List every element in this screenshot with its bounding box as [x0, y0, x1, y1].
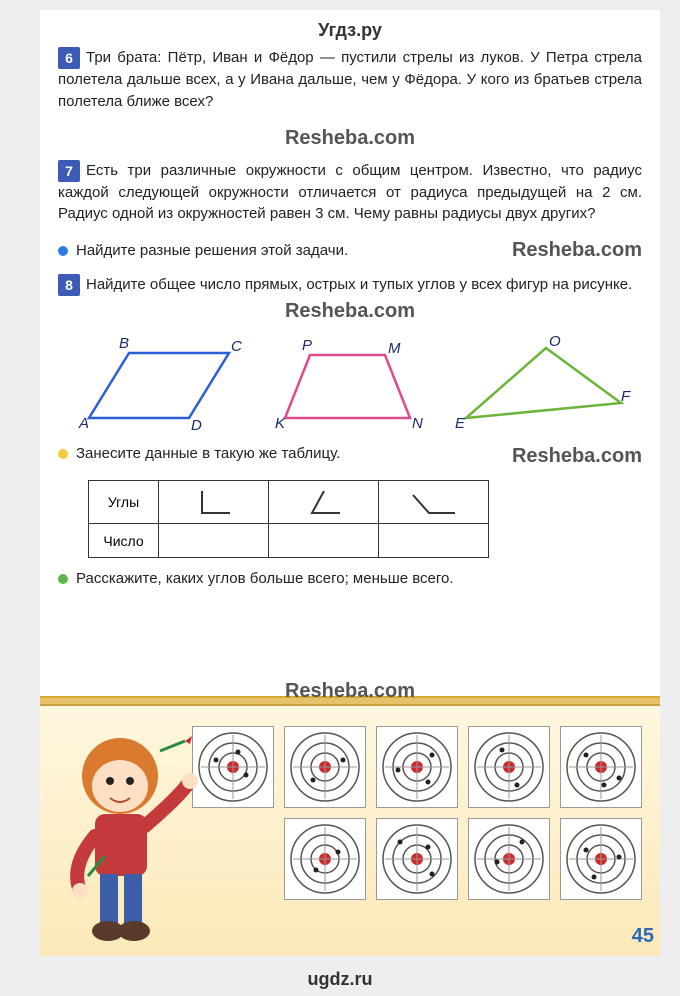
table-header-count: Число: [89, 524, 159, 558]
target-icon: [284, 726, 366, 808]
label-O: O: [549, 333, 561, 350]
task-8-sub1-text: Занесите данные в такую же таблицу.: [76, 445, 340, 462]
target-icon: [376, 818, 458, 900]
watermark-4: Resheba.com: [512, 445, 642, 468]
table-row: Углы: [89, 481, 489, 524]
task-8-badge: 8: [58, 274, 80, 296]
table-header-angles: Углы: [89, 481, 159, 524]
boy-illustration: [50, 726, 200, 946]
target-icon: [468, 726, 550, 808]
table-row: Число: [89, 524, 489, 558]
triangle-shape: O E F: [451, 333, 631, 433]
label-N: N: [412, 415, 423, 432]
label-C: C: [231, 338, 242, 355]
target-icon: [468, 818, 550, 900]
targets-grid: [192, 726, 642, 900]
bullet-icon: [58, 449, 68, 459]
parallelogram-shape: A B C D: [69, 333, 249, 433]
bullet-icon: [58, 246, 68, 256]
site-footer: ugdz.ru: [0, 969, 680, 990]
task-7-sub-text: Найдите разные решения этой задачи.: [76, 242, 348, 259]
bullet-icon: [58, 574, 68, 584]
watermark-2: Resheba.com: [512, 239, 642, 262]
label-A: A: [78, 415, 89, 432]
trapezoid-shape: P M N K: [270, 333, 430, 433]
label-K: K: [275, 415, 286, 432]
task-7-text: Есть три различные окружности с общим це…: [58, 162, 642, 223]
label-M: M: [388, 340, 401, 357]
angle-cell-obtuse: [379, 481, 489, 524]
target-icon: [560, 726, 642, 808]
task-8-sub1: Занесите данные в такую же таблицу. Resh…: [58, 445, 642, 468]
task-6: 6Три брата: Пётр, Иван и Фёдор — пустили…: [58, 47, 642, 113]
angle-cell-right: [159, 481, 269, 524]
target-icon: [376, 726, 458, 808]
angle-table: Углы Число: [88, 480, 489, 558]
label-E: E: [455, 415, 466, 432]
shapes-row: A B C D P M N K O E F: [58, 333, 642, 433]
label-D: D: [191, 417, 202, 433]
table-cell: [379, 524, 489, 558]
table-cell: [159, 524, 269, 558]
task-6-badge: 6: [58, 47, 80, 69]
watermark-1: Resheba.com: [58, 127, 642, 150]
target-icon: [560, 818, 642, 900]
task-8-sub2: Расскажите, каких углов больше всего; ме…: [58, 570, 642, 587]
watermark-5: Resheba.com: [40, 680, 660, 703]
task-7-sub: Найдите разные решения этой задачи. Resh…: [58, 239, 642, 262]
target-icon: [284, 818, 366, 900]
page-number: 45: [632, 925, 654, 948]
task-7: 7Есть три различные окружности с общим ц…: [58, 160, 642, 226]
page: Угдз.ру 6Три брата: Пётр, Иван и Фёдор —…: [40, 10, 660, 956]
task-8-sub2-text: Расскажите, каких углов больше всего; ме…: [76, 570, 454, 587]
task-6-text: Три брата: Пётр, Иван и Фёдор — пустили …: [58, 49, 642, 110]
label-B: B: [119, 335, 129, 352]
label-P: P: [302, 337, 312, 354]
label-F: F: [621, 388, 631, 405]
target-icon: [192, 726, 274, 808]
angle-cell-acute: [269, 481, 379, 524]
task-7-badge: 7: [58, 160, 80, 182]
site-header: Угдз.ру: [58, 20, 642, 41]
task-8: 8 Найдите общее число прямых, острых и ту…: [58, 274, 642, 296]
watermark-3: Resheba.com: [58, 300, 642, 323]
task-8-text: Найдите общее число прямых, острых и туп…: [86, 276, 632, 293]
bottom-illustration: Resheba.com: [40, 696, 660, 956]
table-cell: [269, 524, 379, 558]
